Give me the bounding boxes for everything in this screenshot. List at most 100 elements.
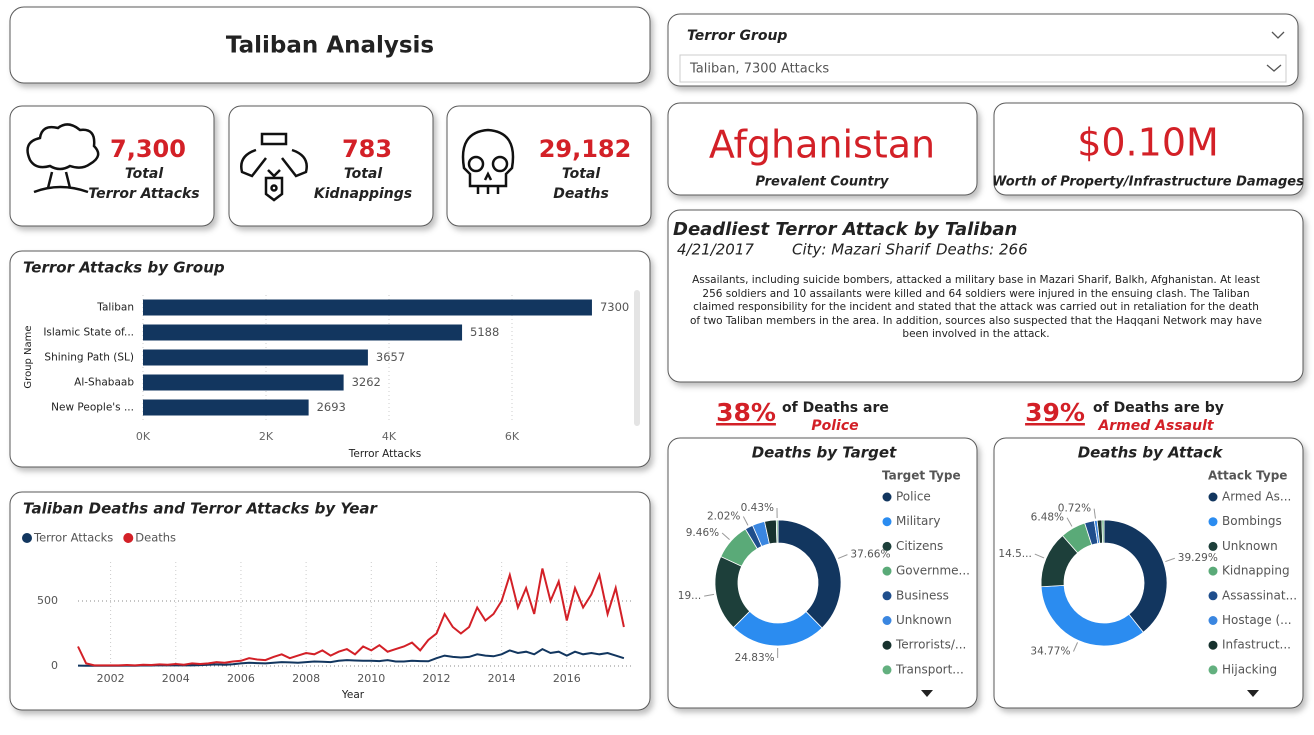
legend-label: Unknown [1222, 539, 1278, 553]
y-tick-label: Shining Path (SL) [44, 352, 134, 364]
callout-text: of Deaths are by [1093, 400, 1224, 416]
bar [143, 349, 368, 366]
legend-marker [882, 640, 892, 650]
kpi-panel [446, 105, 652, 227]
legend-marker [1208, 566, 1218, 576]
legend-marker [1208, 616, 1218, 625]
legend-marker [882, 517, 892, 527]
deadliest-panel [667, 209, 1304, 383]
x-tick-label: 4K [382, 430, 397, 443]
callout-category: Police [811, 418, 858, 434]
data-label: 37.66% [850, 549, 890, 561]
legend-label: Hostage (... [1222, 613, 1292, 627]
y-tick-label: Islamic State of... [43, 327, 134, 339]
explosion-icon [26, 123, 100, 194]
deadliest-date: 4/21/2017 [677, 241, 754, 259]
bar [143, 374, 344, 391]
data-label: 5188 [470, 325, 499, 339]
legend-label: Unknown [896, 613, 952, 627]
damage-label: Worth of Property/Infrastructure Damages [992, 175, 1304, 190]
legend-more[interactable] [921, 690, 933, 697]
country-label: Prevalent Country [756, 175, 889, 190]
donut-slice [1103, 519, 1168, 633]
legend-marker [1208, 640, 1218, 650]
legend-marker [882, 665, 892, 675]
data-label: 34.77% [1030, 645, 1070, 657]
deadliest-deaths: Deaths: 266 [936, 241, 1028, 259]
data-label: 6.48% [1031, 512, 1064, 524]
dropdown-value[interactable]: Taliban, 7300 Attacks [689, 62, 829, 77]
legend-label: Hijacking [1222, 662, 1277, 676]
x-tick-label: 2K [259, 430, 274, 443]
leader-line [1066, 517, 1073, 527]
data-label: 0.72% [1058, 503, 1091, 515]
y-tick-label: Taliban [96, 302, 134, 314]
handcuffs-icon [240, 132, 308, 202]
callout-percent: 38% [716, 398, 776, 427]
legend-marker [882, 566, 892, 576]
legend-label: Citizens [896, 539, 943, 553]
legend-label: Transport... [895, 662, 964, 676]
deadliest-title: Deadliest Terror Attack by Taliban [673, 219, 1017, 240]
dropdown[interactable] [679, 54, 1287, 83]
data-label: 3657 [376, 350, 405, 364]
leader-line [721, 532, 730, 541]
data-label: 2.02% [707, 510, 740, 522]
data-label: 9.46% [686, 527, 719, 539]
donut-slice [777, 519, 842, 629]
legend-label: Terrorists/... [895, 638, 966, 652]
legend-marker [882, 492, 892, 502]
y-tick-label: 0 [51, 659, 58, 672]
chevron [1266, 64, 1282, 72]
legend-marker [882, 541, 892, 551]
chevron [1271, 31, 1285, 39]
damage-value: $0.10M [1077, 121, 1219, 165]
data-label: 39.29% [1178, 552, 1218, 564]
leader-line [1165, 557, 1175, 563]
x-tick-label: 0K [136, 430, 151, 443]
title-panel [9, 6, 651, 84]
legend-more[interactable] [1247, 690, 1259, 697]
scrollbar[interactable] [634, 290, 640, 426]
x-tick-label: 2014 [488, 672, 516, 685]
legend-marker [1208, 492, 1218, 502]
legend-label: Bombings [1222, 514, 1282, 528]
legend-marker [1208, 665, 1218, 675]
chart-title: Deaths by Target [752, 444, 897, 462]
kpi-label: Total [125, 166, 164, 182]
kpi-panel [9, 105, 215, 227]
legend-marker [22, 533, 32, 543]
legend-label: Armed As... [1222, 490, 1291, 504]
kpi-label: Terror Attacks [88, 186, 199, 202]
chart-title: Taliban Deaths and Terror Attacks by Yea… [23, 500, 379, 518]
x-axis-label: Year [341, 689, 365, 701]
callout-category: Armed Assault [1097, 418, 1214, 434]
x-tick-label: 2016 [553, 672, 581, 685]
damage-panel [993, 102, 1304, 196]
bar [143, 299, 592, 316]
x-tick-label: 2002 [97, 672, 125, 685]
data-label: 19... [678, 590, 701, 602]
legend-label: Military [896, 514, 940, 528]
legend-label: Police [896, 490, 931, 504]
donut-slice [1101, 519, 1105, 544]
deadliest-description: Assailants, including suicide bombers, a… [690, 274, 1262, 340]
kpi-label: Deaths [553, 186, 609, 202]
legend-marker [123, 533, 134, 543]
bar [143, 324, 463, 341]
callout-percent: 39% [1025, 398, 1085, 427]
kpi-value: 783 [342, 135, 392, 163]
leader-line [704, 593, 715, 597]
legend-label: Governme... [896, 564, 970, 578]
legend-marker [1208, 541, 1218, 551]
y-axis-label: Group Name [23, 325, 34, 388]
chart-title: Deaths by Attack [1078, 444, 1224, 462]
bar [143, 399, 309, 416]
legend-marker [1208, 591, 1218, 601]
kpi-value: 7,300 [110, 135, 186, 163]
leader-line [1093, 508, 1096, 519]
y-tick-label: 500 [37, 594, 58, 607]
kpi-value: 29,182 [539, 135, 632, 163]
line-series [77, 568, 625, 667]
